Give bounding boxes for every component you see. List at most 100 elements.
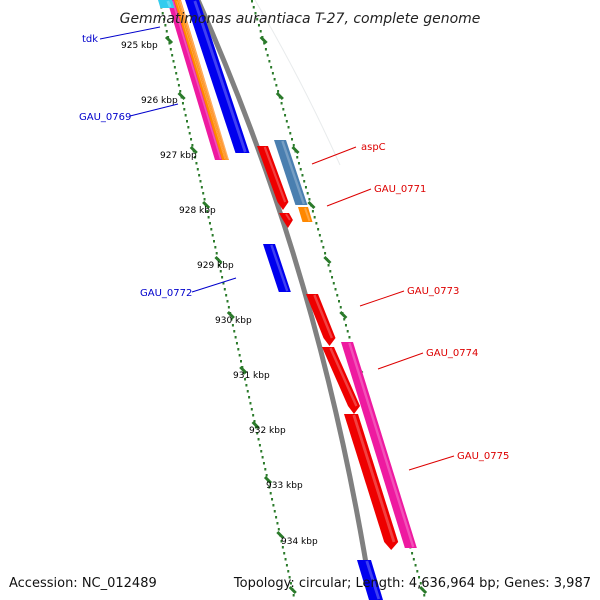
ruler-dot (235, 342, 238, 345)
ruler-dot (207, 216, 210, 219)
ruler-dot (249, 402, 252, 405)
gene-stripe-orange (174, 0, 226, 160)
ruler-dot (254, 12, 257, 15)
scale-label: 933 kbp (266, 481, 303, 491)
ruler-dot (268, 60, 271, 63)
gene-label-gau-0775[interactable]: GAU_0775 (457, 451, 509, 462)
ruler-dot (227, 306, 230, 309)
ruler-dot (188, 132, 191, 135)
ruler-dot (252, 414, 255, 417)
ruler-dot (221, 276, 224, 279)
ruler-dot (211, 234, 214, 237)
ruler-dot (161, 12, 164, 15)
major-tick (202, 200, 211, 210)
gene-gau-0772 (263, 244, 291, 292)
gene-tdk-band-shade (171, 0, 222, 160)
gene-label-gau-0773[interactable]: GAU_0773 (407, 286, 459, 297)
major-tick (339, 310, 348, 320)
ruler-dot (329, 270, 332, 273)
ruler-dot (336, 294, 339, 297)
gene-label-tdk[interactable]: tdk (82, 34, 98, 45)
ruler-dot (297, 162, 300, 165)
ruler-dot (285, 120, 288, 123)
gene-gau-0771-shade (304, 207, 311, 222)
ruler-dot (259, 30, 262, 33)
gene-stripe-orange-light (178, 0, 229, 160)
ruler-dot (284, 558, 287, 561)
scale-label: 932 kbp (249, 426, 286, 436)
topology-text: Topology: circular; Length: 4,636,964 bp… (233, 576, 591, 591)
ruler-dot (244, 378, 247, 381)
ruler-dot (280, 102, 283, 105)
ruler-dot (252, 6, 255, 9)
ruler-dot (275, 84, 278, 87)
ruler-dot (199, 180, 202, 183)
ruler-dot (277, 528, 280, 531)
ruler-dot (248, 396, 251, 399)
ruler-dot (169, 48, 172, 51)
ruler-dot (202, 192, 205, 195)
ruler-dot (292, 594, 295, 597)
ruler-dot (257, 438, 260, 441)
ruler-dot (284, 114, 287, 117)
gene-label-gau-0772[interactable]: GAU_0772 (140, 288, 192, 299)
ruler-dot (317, 228, 320, 231)
ruler-dot (322, 246, 325, 249)
gene-label-gau-0774[interactable]: GAU_0774 (426, 348, 478, 359)
gene-features (158, 0, 417, 600)
ruler-dot (287, 570, 290, 573)
ruler-dot (195, 162, 198, 165)
ruler-dot (324, 252, 327, 255)
ruler-dot (277, 90, 280, 93)
gene-gau-0775-shade (352, 414, 396, 543)
ruler-dot (320, 240, 323, 243)
ruler-dot (303, 180, 306, 183)
ruler-dot (194, 156, 197, 159)
ruler-dot (292, 144, 295, 147)
ruler-dot (338, 300, 340, 303)
ruler-dot (222, 282, 225, 285)
gene-aspc-shade (263, 146, 287, 203)
ruler-dot (311, 210, 314, 213)
ruler-dot (334, 288, 337, 291)
ruler-dot (271, 498, 274, 501)
gene-red-small (279, 213, 293, 228)
ruler-dot (331, 276, 334, 279)
gene-steelblue (274, 140, 308, 205)
gene-stripe-orange-shade (176, 0, 226, 160)
ruler-dot (214, 246, 217, 249)
ruler-dot (210, 228, 213, 231)
ruler-dot (344, 324, 347, 327)
major-tick (251, 420, 260, 430)
ruler-dot (318, 234, 321, 237)
ruler-dot (168, 42, 171, 45)
gene-gau-0772-shade (270, 244, 289, 292)
major-tick (307, 200, 316, 210)
ruler-dot (273, 78, 276, 81)
ruler-dot (275, 516, 278, 519)
ruler-dot (265, 474, 268, 477)
gene-gau-0773 (306, 294, 336, 346)
major-tick (288, 585, 297, 595)
ruler-dot (419, 582, 422, 585)
gene-label-aspc[interactable]: aspC (361, 142, 386, 153)
ruler-dot (253, 420, 256, 423)
ruler-dot (262, 462, 265, 465)
ruler-dot (191, 144, 194, 147)
major-tick (214, 255, 223, 265)
major-tick (323, 255, 332, 265)
ruler-dot (411, 552, 414, 555)
gene-label-gau-0769[interactable]: GAU_0769 (79, 112, 131, 123)
ruler-dot (246, 390, 249, 393)
gene-labels: tdk GAU_0769 GAU_0772 aspC GAU_0771 GAU_… (79, 34, 509, 462)
gene-red-mid-shade (329, 347, 358, 407)
ruler-dot (271, 72, 274, 75)
ruler-dot (165, 30, 168, 33)
gene-aspc (257, 146, 289, 210)
major-tick (263, 475, 273, 485)
ruler-dot (200, 186, 203, 189)
major-tick (291, 145, 300, 155)
ruler-dot (242, 372, 245, 375)
gene-label-gau-0771[interactable]: GAU_0771 (374, 184, 426, 195)
ruler-dot (190, 138, 193, 141)
